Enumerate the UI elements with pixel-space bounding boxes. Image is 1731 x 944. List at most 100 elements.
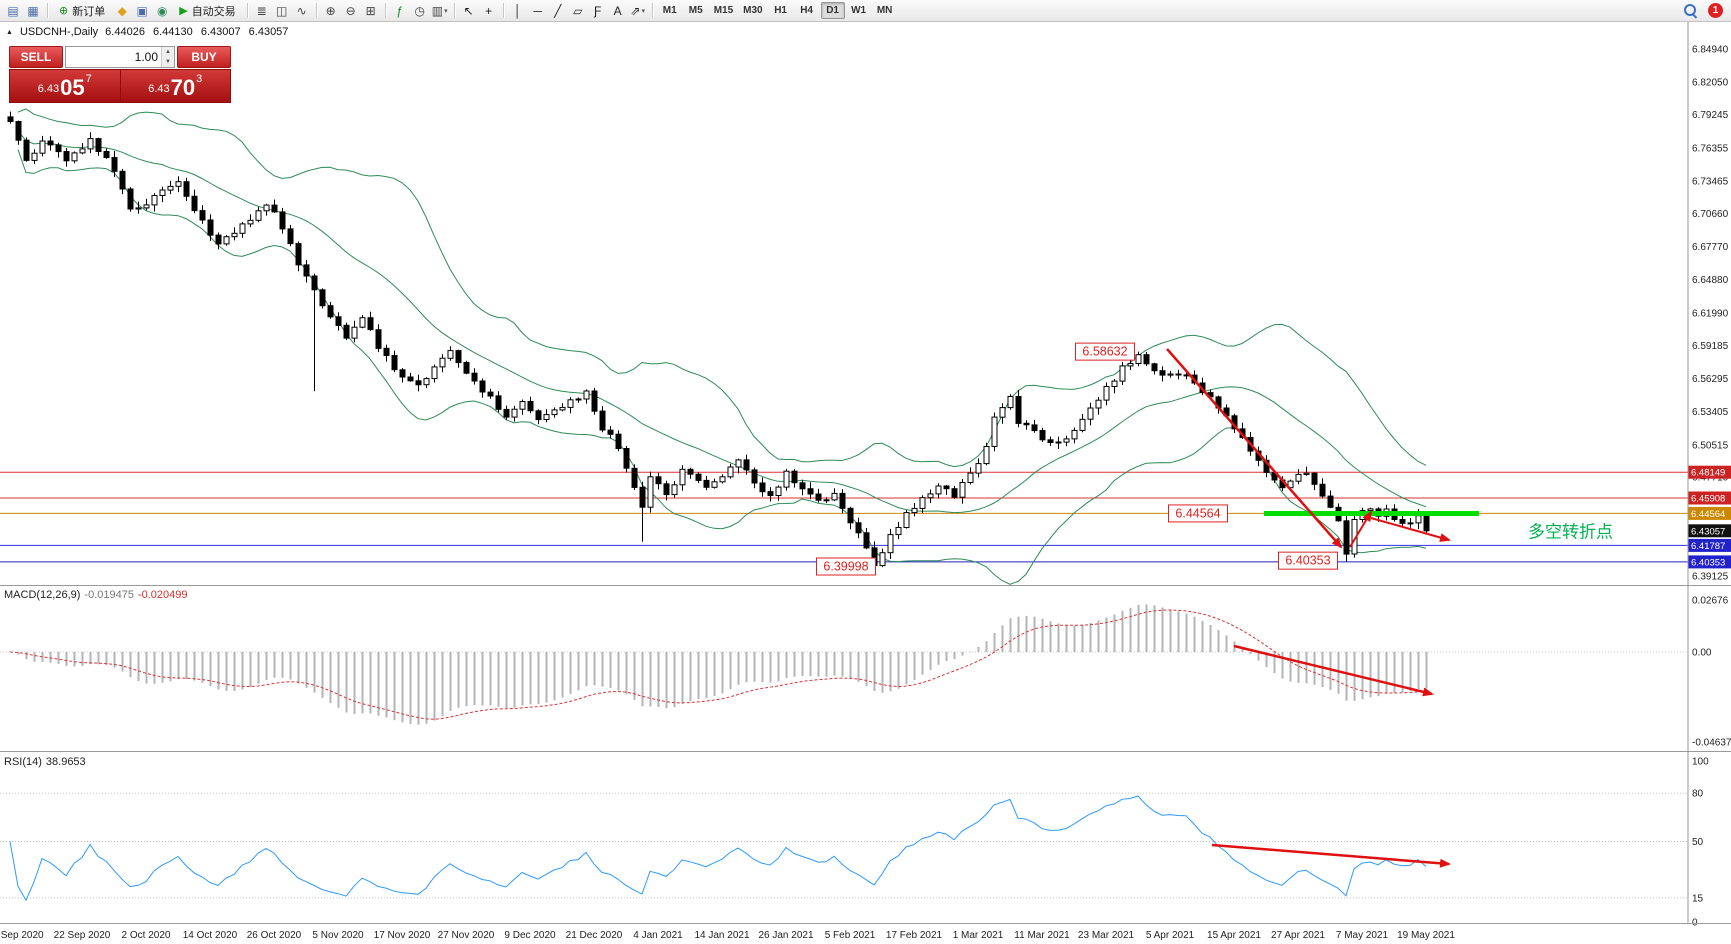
date-axis-label: 26 Oct 2020: [247, 930, 302, 941]
cursor-icon[interactable]: ↖: [463, 3, 474, 18]
price-axis-label: 6.39125: [1692, 572, 1729, 583]
sell-price-display[interactable]: 6.43 05 7: [10, 70, 121, 102]
notification-badge[interactable]: 1: [1708, 3, 1723, 18]
buy-button[interactable]: BUY: [177, 46, 231, 68]
price-tag-text: 6.44564: [1691, 509, 1725, 520]
timeframe-h4[interactable]: H4: [800, 5, 813, 16]
symbol-collapse-icon[interactable]: ▲: [6, 28, 13, 36]
volume-value[interactable]: 1.00: [134, 50, 158, 64]
search-icon[interactable]: [1683, 3, 1698, 18]
timeframe-m1[interactable]: M1: [662, 5, 677, 16]
volume-up-icon[interactable]: ▲: [162, 47, 174, 57]
price-axis-label: 6.79245: [1692, 110, 1729, 121]
price-callout-box: [1075, 342, 1135, 361]
new-order-button-label: 新订单: [72, 5, 106, 18]
crosshair-icon[interactable]: +: [485, 3, 493, 18]
timeframe-d1[interactable]: D1: [820, 2, 845, 19]
tile-windows-icon[interactable]: ⊞: [365, 3, 376, 18]
zoom-out-icon[interactable]: ⊖: [345, 3, 356, 18]
buy-price-big: 70: [170, 75, 196, 100]
buy-price-sup: 3: [196, 73, 203, 85]
date-axis-label: 11 Mar 2021: [1014, 930, 1070, 941]
new-chart-icon[interactable]: ▤: [7, 3, 19, 18]
toolbar-separator: [384, 3, 386, 18]
date-axis-label: 5 Feb 2021: [825, 930, 876, 941]
market-icon[interactable]: ▣: [136, 3, 148, 18]
buy-price-display[interactable]: 6.43 70 3: [120, 70, 230, 102]
timeframe-m5[interactable]: M5: [688, 5, 703, 16]
autotrading-button-label: 自动交易: [191, 5, 236, 18]
timeframe-h1[interactable]: H1: [774, 5, 787, 16]
vertical-line-icon[interactable]: │: [513, 3, 522, 18]
timeframe-m30[interactable]: M30: [743, 5, 763, 16]
price-tag-text: 6.48149: [1691, 468, 1725, 479]
date-axis-label: 27 Apr 2021: [1271, 930, 1325, 941]
volume-input[interactable]: 1.00 ▲ ▼: [65, 46, 175, 68]
horizontal-line-icon[interactable]: ─: [533, 3, 542, 18]
rsi-title: RSI(14): [4, 756, 42, 768]
bollinger-band: [17, 130, 1427, 514]
sell-button[interactable]: SELL: [9, 46, 63, 68]
cn-annotation-text: 多空转折点: [1528, 522, 1613, 541]
ohlc-readout: 6.44026 6.44130 6.43007 6.43057: [105, 26, 293, 38]
toolbar-separator: [651, 3, 653, 18]
economic-calendar-icon[interactable]: ◉: [156, 3, 168, 18]
arrows-icon[interactable]: ⇗ ▾: [630, 3, 645, 18]
date-axis-label: 5 Nov 2020: [312, 930, 364, 941]
bar-chart-icon[interactable]: ≣: [256, 3, 267, 18]
channel-icon[interactable]: ▱: [573, 3, 583, 18]
date-axis-label: 5 Apr 2021: [1146, 930, 1195, 941]
sell-price-sup: 7: [85, 73, 92, 85]
autotrading-button[interactable]: ▶ 自动交易: [173, 2, 241, 20]
price-callout-box: [816, 557, 876, 576]
price-axis-label: 6.50515: [1692, 441, 1729, 452]
price-axis-label: 6.73465: [1692, 177, 1729, 188]
date-axis-label: 17 Nov 2020: [374, 930, 431, 941]
trend-arrow: [1370, 517, 1451, 542]
volume-stepper[interactable]: ▲ ▼: [161, 47, 174, 67]
date-axis-label: 7 May 2021: [1336, 930, 1389, 941]
price-axis-label: 6.67770: [1692, 242, 1729, 253]
periods-icon[interactable]: ◷: [414, 3, 425, 18]
low-value: 6.43007: [200, 26, 241, 38]
candlestick-chart-icon[interactable]: ◫: [276, 3, 288, 18]
zoom-in-icon[interactable]: ⊕: [325, 3, 336, 18]
indicators-icon[interactable]: ƒ: [396, 3, 404, 18]
price-axis-label: 6.61990: [1692, 309, 1729, 320]
date-axis-label: 17 Feb 2021: [886, 930, 943, 941]
trendline-icon[interactable]: ╱: [554, 3, 562, 18]
metaquotes-icon[interactable]: ◆: [117, 3, 127, 18]
one-click-trade-panel: SELL 1.00 ▲ ▼ BUY 6.43 05 7 6.43 70 3: [9, 46, 231, 103]
price-callout-box: [1168, 504, 1228, 523]
macd-axis-label: 0.00: [1692, 648, 1712, 659]
macd-axis-label: -0.046374: [1692, 738, 1731, 749]
timeframe-w1[interactable]: W1: [851, 5, 867, 16]
price-tag: [1688, 491, 1731, 505]
text-icon[interactable]: A: [613, 3, 622, 18]
date-axis-label: 14 Jan 2021: [694, 930, 749, 941]
line-chart-icon[interactable]: ∿: [296, 3, 307, 18]
rsi-value: 38.9653: [45, 756, 86, 768]
toolbar-separator: [246, 3, 248, 18]
timeframe-mn[interactable]: MN: [876, 5, 893, 16]
macd-trend-arrow: [1233, 644, 1434, 697]
timeframe-m15[interactable]: M15: [713, 5, 734, 16]
rsi-axis-label: 100: [1692, 757, 1709, 768]
price-panel-layer: 6.58632 6.44564 6.39998 6.40353: [0, 108, 1688, 585]
buy-price-small: 6.43: [148, 83, 170, 96]
price-axis-label: 6.53405: [1692, 407, 1729, 418]
macd-signal-line: [9, 609, 1427, 720]
fibonacci-icon[interactable]: Ƒ: [594, 3, 602, 18]
date-axis-label: 15 Apr 2021: [1207, 930, 1261, 941]
date-axis-label: 19 May 2021: [1397, 930, 1455, 941]
profiles-icon[interactable]: ▦: [27, 3, 39, 18]
date-axis-label: 22 Sep 2020: [54, 930, 111, 941]
new-order-button[interactable]: ⊕ 新订单: [53, 2, 111, 20]
volume-down-icon[interactable]: ▼: [162, 57, 174, 67]
templates-icon[interactable]: ▥ ▾: [431, 3, 448, 18]
toolbar-separator: [47, 3, 48, 18]
date-axis-label: 27 Nov 2020: [438, 930, 495, 941]
price-callout-text: 6.39998: [823, 560, 868, 574]
price-tag: [1688, 555, 1731, 569]
